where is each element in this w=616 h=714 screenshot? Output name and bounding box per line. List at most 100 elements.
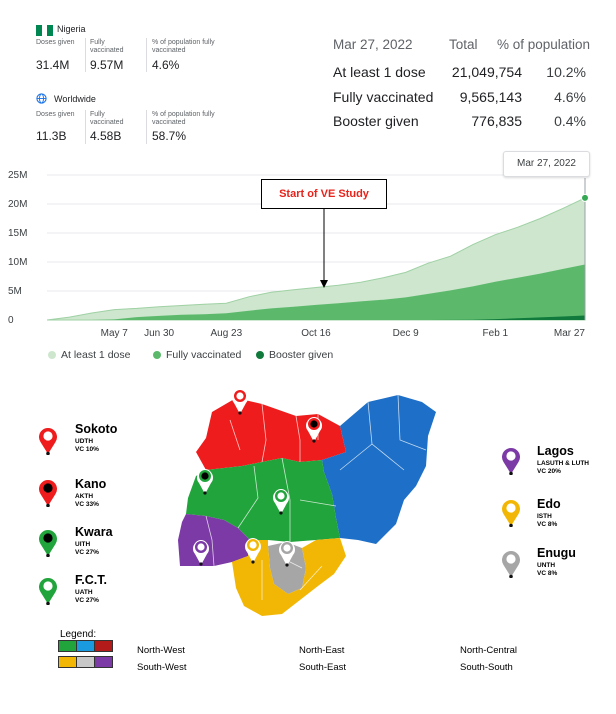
region-label: North-Central bbox=[460, 645, 518, 656]
map-pin-kano-icon bbox=[305, 417, 322, 443]
map-pin-edo-icon bbox=[245, 538, 261, 564]
legend-dot-icon bbox=[256, 351, 264, 360]
y-tick-label: 15M bbox=[8, 228, 27, 239]
legend-title: Legend: bbox=[60, 629, 97, 640]
zone-name: Lagos bbox=[537, 444, 574, 458]
zone-vc: VC 10% bbox=[75, 446, 99, 453]
legend-item-at-least-one: At least 1 dose bbox=[48, 349, 130, 361]
worldwide-stat-label: % of population fully vaccinated bbox=[152, 111, 215, 126]
zone-vc: VC 20% bbox=[537, 468, 561, 475]
legend-item-fully: Fully vaccinated bbox=[153, 349, 241, 361]
zone-name: Kwara bbox=[75, 525, 113, 539]
zone-vc: VC 8% bbox=[537, 570, 558, 577]
x-tick-label: Feb 1 bbox=[483, 328, 509, 339]
map-pin-enugu-icon bbox=[279, 541, 295, 567]
legend-swatch-south-south bbox=[94, 656, 113, 668]
vaccination-area-chart: 0 5M 10M 15M 20M 25M May 7 Jun 30 Aug 23 Oct 16 D… bbox=[8, 170, 589, 339]
region-label: South-West bbox=[137, 662, 187, 673]
x-tick-label: Jun 30 bbox=[144, 328, 174, 339]
north-central-zone bbox=[186, 458, 340, 542]
x-tick-label: May 7 bbox=[101, 328, 129, 339]
table-row-total: 21,049,754 bbox=[451, 64, 522, 80]
region-label: North-West bbox=[137, 645, 185, 656]
zone-name: F.C.T. bbox=[75, 573, 107, 587]
nigeria-stat-label: Doses given bbox=[36, 39, 75, 46]
x-tick-label: Mar 27 bbox=[554, 328, 586, 339]
map-pin-kwara-icon bbox=[196, 469, 213, 495]
zone-name: Kano bbox=[75, 477, 107, 491]
worldwide-title: Worldwide bbox=[54, 94, 96, 104]
map-pin-sokoto-icon bbox=[232, 389, 248, 415]
map-pin-lagos-icon bbox=[192, 540, 209, 566]
table-row-label: Booster given bbox=[333, 113, 419, 129]
zone-vc: VC 27% bbox=[75, 597, 99, 604]
pin-kano-icon bbox=[39, 480, 57, 507]
y-tick-label: 0 bbox=[8, 315, 14, 326]
worldwide-stat-value: 58.7% bbox=[152, 129, 187, 143]
nigeria-stat-label: % of population fully vaccinated bbox=[152, 39, 215, 54]
nigeria-flag-icon bbox=[36, 23, 53, 36]
nigeria-stat-label: Fully vaccinated bbox=[90, 39, 124, 54]
region-label: South-East bbox=[299, 662, 346, 673]
nigeria-zone-map bbox=[178, 389, 436, 616]
area-fully-vaccinated bbox=[47, 264, 585, 320]
ve-study-annotation: Start of VE Study bbox=[261, 179, 387, 209]
legend-dot-icon bbox=[48, 351, 56, 360]
legend-swatches bbox=[58, 640, 113, 670]
y-tick-label: 20M bbox=[8, 199, 27, 210]
table-row-total: 776,835 bbox=[471, 113, 522, 129]
pin-kwara-icon bbox=[39, 530, 57, 557]
table-header-percent: % of population bbox=[497, 37, 591, 52]
zone-vc: VC 33% bbox=[75, 501, 99, 508]
x-tick-label: Dec 9 bbox=[393, 328, 420, 339]
nigeria-title: Nigeria bbox=[57, 24, 86, 34]
y-tick-label: 10M bbox=[8, 257, 27, 268]
zone-hospital: UDTH bbox=[75, 438, 94, 445]
pin-lagos-icon bbox=[502, 448, 520, 475]
region-label: South-South bbox=[460, 662, 513, 673]
table-row-total: 9,565,143 bbox=[459, 89, 522, 105]
table-row-percent: 0.4% bbox=[554, 113, 586, 129]
worldwide-stat-value: 4.58B bbox=[90, 129, 122, 143]
region-label: North-East bbox=[299, 645, 345, 656]
zone-name: Edo bbox=[537, 497, 561, 511]
date-tooltip: Mar 27, 2022 bbox=[503, 151, 590, 177]
legend-swatch-south-west bbox=[58, 656, 77, 668]
table-row-label: Fully vaccinated bbox=[333, 89, 434, 105]
nigeria-stat-value: 4.6% bbox=[152, 58, 180, 72]
legend-swatch-north-west bbox=[58, 640, 77, 652]
legend-dot-icon bbox=[153, 351, 161, 360]
nigeria-stat-value: 9.57M bbox=[90, 58, 124, 72]
north-east-zone bbox=[322, 395, 436, 544]
zone-hospital: AKTH bbox=[75, 493, 94, 500]
worldwide-stat-label: Fully vaccinated bbox=[90, 111, 124, 126]
north-west-zone bbox=[196, 398, 346, 470]
nigeria-stat-value: 31.4M bbox=[36, 58, 70, 72]
zone-hospital: UNTH bbox=[537, 562, 556, 569]
legend-swatch-north-east bbox=[76, 640, 95, 652]
legend-item-booster: Booster given bbox=[256, 349, 333, 361]
legend-swatch-north-central bbox=[94, 640, 113, 652]
y-tick-label: 5M bbox=[8, 286, 22, 297]
pin-edo-icon bbox=[502, 500, 520, 527]
zone-name: Enugu bbox=[537, 546, 576, 560]
legend-swatch-south-east bbox=[76, 656, 95, 668]
y-tick-label: 25M bbox=[8, 170, 27, 181]
area-booster-given bbox=[47, 315, 585, 320]
zone-hospital: UATH bbox=[75, 589, 93, 596]
zone-name: Sokoto bbox=[75, 422, 118, 436]
table-row-percent: 10.2% bbox=[546, 64, 586, 80]
pin-enugu-icon bbox=[502, 551, 520, 578]
zone-hospital: UITH bbox=[75, 541, 91, 548]
map-pin-fct-icon bbox=[272, 489, 289, 515]
table-header-total: Total bbox=[449, 37, 478, 52]
worldwide-stat-label: Doses given bbox=[36, 111, 75, 118]
area-at-least-one-dose bbox=[46, 197, 586, 321]
south-south-zone bbox=[232, 538, 346, 616]
zone-hospital: LASUTH & LUTH bbox=[537, 460, 589, 467]
zone-vc: VC 27% bbox=[75, 549, 99, 556]
pin-fct-icon bbox=[39, 578, 57, 605]
globe-icon bbox=[36, 93, 47, 104]
south-east-zone bbox=[268, 542, 306, 594]
pin-sokoto-icon bbox=[39, 428, 57, 455]
